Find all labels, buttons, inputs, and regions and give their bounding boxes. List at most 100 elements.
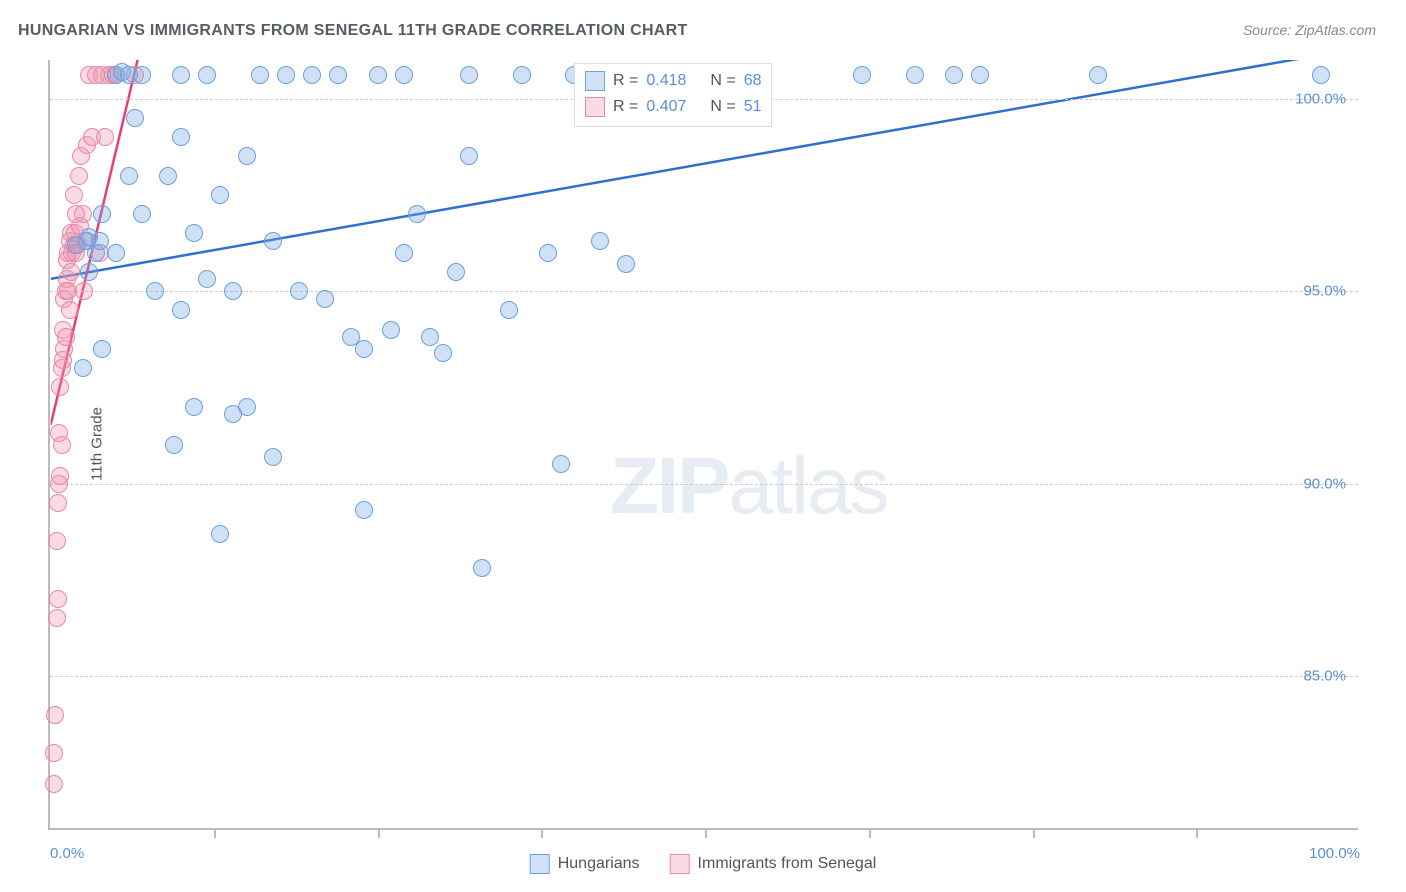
scatter-point <box>316 290 334 308</box>
scatter-point <box>48 609 66 627</box>
scatter-point <box>303 66 321 84</box>
legend-swatch <box>585 97 605 117</box>
x-tick <box>1196 828 1198 838</box>
legend-item-label: Immigrants from Senegal <box>698 855 877 873</box>
stats-legend-row: R = 0.407 N = 51 <box>585 94 761 120</box>
legend-n-value: 68 <box>744 72 762 90</box>
x-tick <box>378 828 380 838</box>
scatter-point <box>264 232 282 250</box>
trend-lines <box>50 60 1358 828</box>
scatter-point <box>395 244 413 262</box>
scatter-point <box>172 66 190 84</box>
legend-n-value: 51 <box>744 98 762 116</box>
scatter-point <box>382 321 400 339</box>
scatter-point <box>185 224 203 242</box>
x-tick <box>541 828 543 838</box>
y-tick-label: 85.0% <box>1303 668 1346 685</box>
stats-legend-row: R =0.418N =68 <box>585 68 761 94</box>
scatter-point <box>211 525 229 543</box>
scatter-point <box>120 167 138 185</box>
scatter-point <box>211 186 229 204</box>
scatter-point <box>355 340 373 358</box>
scatter-point <box>539 244 557 262</box>
scatter-point <box>96 128 114 146</box>
scatter-point <box>198 270 216 288</box>
watermark-bold: ZIP <box>610 441 728 530</box>
gridline-h <box>50 484 1358 485</box>
legend-r-label: R = <box>613 98 638 116</box>
scatter-point <box>172 128 190 146</box>
bottom-legend: Hungarians Immigrants from Senegal <box>530 854 877 874</box>
scatter-point <box>165 436 183 454</box>
scatter-point <box>53 436 71 454</box>
y-tick-label: 90.0% <box>1303 475 1346 492</box>
legend-swatch <box>670 854 690 874</box>
scatter-point <box>91 232 109 250</box>
x-tick <box>1033 828 1035 838</box>
scatter-point <box>57 328 75 346</box>
x-tick <box>869 828 871 838</box>
scatter-point <box>853 66 871 84</box>
scatter-point <box>51 378 69 396</box>
scatter-point <box>49 494 67 512</box>
scatter-point <box>93 205 111 223</box>
x-tick-label: 0.0% <box>50 845 84 862</box>
scatter-point <box>408 205 426 223</box>
scatter-point <box>434 344 452 362</box>
scatter-point <box>74 359 92 377</box>
plot-area: 11th Grade ZIPatlas 85.0%90.0%95.0%100.0… <box>48 60 1358 830</box>
scatter-point <box>473 559 491 577</box>
legend-n-label: N = <box>710 98 735 116</box>
scatter-point <box>185 398 203 416</box>
scatter-point <box>1312 66 1330 84</box>
scatter-point <box>290 282 308 300</box>
scatter-point <box>80 263 98 281</box>
x-tick <box>705 828 707 838</box>
gridline-h <box>50 676 1358 677</box>
scatter-point <box>172 301 190 319</box>
scatter-point <box>133 205 151 223</box>
scatter-point <box>107 244 125 262</box>
y-axis-label: 11th Grade <box>88 407 105 481</box>
scatter-point <box>74 205 92 223</box>
scatter-point <box>906 66 924 84</box>
scatter-point <box>48 532 66 550</box>
scatter-point <box>513 66 531 84</box>
legend-n-label: N = <box>710 72 735 90</box>
scatter-point <box>65 186 83 204</box>
scatter-point <box>1089 66 1107 84</box>
stats-legend: R =0.418N =68R =0.407N =51 <box>574 63 772 127</box>
scatter-point <box>46 706 64 724</box>
legend-swatch <box>585 71 605 91</box>
scatter-point <box>51 467 69 485</box>
scatter-point <box>369 66 387 84</box>
scatter-point <box>70 167 88 185</box>
scatter-point <box>500 301 518 319</box>
legend-item: Hungarians <box>530 854 640 874</box>
scatter-point <box>49 590 67 608</box>
source-label: Source: ZipAtlas.com <box>1243 22 1376 38</box>
scatter-point <box>126 109 144 127</box>
legend-item: Immigrants from Senegal <box>670 854 877 874</box>
scatter-point <box>198 66 216 84</box>
chart-title: HUNGARIAN VS IMMIGRANTS FROM SENEGAL 11T… <box>18 22 688 40</box>
scatter-point <box>421 328 439 346</box>
watermark: ZIPatlas <box>610 440 887 532</box>
scatter-point <box>61 301 79 319</box>
scatter-point <box>62 263 80 281</box>
scatter-point <box>133 66 151 84</box>
legend-r-value: 0.407 <box>646 98 702 116</box>
scatter-point <box>395 66 413 84</box>
scatter-point <box>591 232 609 250</box>
legend-item-label: Hungarians <box>558 855 640 873</box>
scatter-point <box>45 775 63 793</box>
y-tick-label: 100.0% <box>1295 90 1346 107</box>
scatter-point <box>945 66 963 84</box>
legend-swatch <box>530 854 550 874</box>
scatter-point <box>93 340 111 358</box>
scatter-point <box>224 282 242 300</box>
scatter-point <box>617 255 635 273</box>
scatter-point <box>460 66 478 84</box>
scatter-point <box>971 66 989 84</box>
scatter-point <box>355 501 373 519</box>
